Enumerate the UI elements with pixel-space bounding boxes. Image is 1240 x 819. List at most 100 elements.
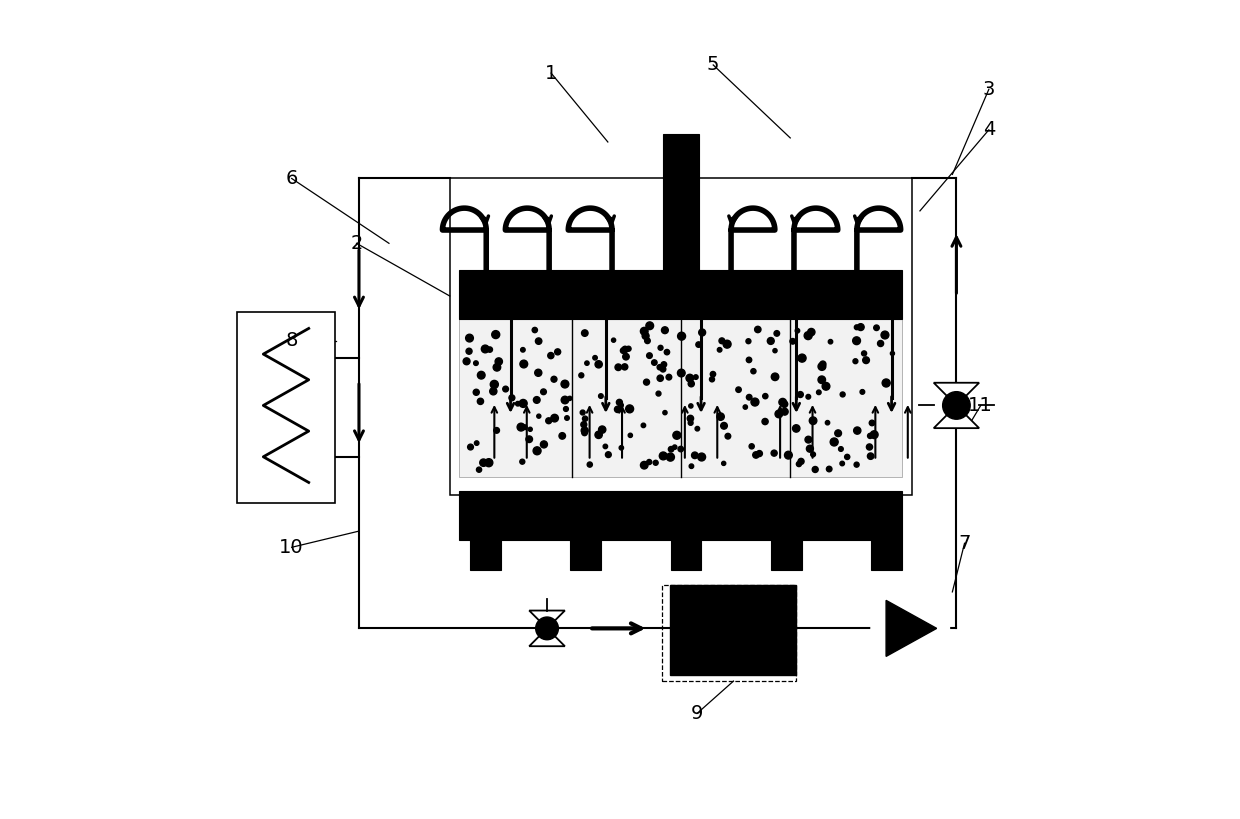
Circle shape <box>626 346 631 351</box>
Circle shape <box>520 400 527 407</box>
Circle shape <box>835 430 842 437</box>
Circle shape <box>466 348 472 355</box>
Circle shape <box>693 375 698 379</box>
Circle shape <box>657 364 662 370</box>
Circle shape <box>605 452 611 458</box>
Circle shape <box>853 359 858 364</box>
Circle shape <box>622 346 629 353</box>
Circle shape <box>595 431 603 438</box>
Circle shape <box>668 446 673 452</box>
Circle shape <box>467 444 474 450</box>
Circle shape <box>660 452 667 459</box>
Circle shape <box>818 376 826 383</box>
Circle shape <box>828 340 833 344</box>
Text: 8: 8 <box>285 331 298 350</box>
Circle shape <box>474 361 479 365</box>
Text: 3: 3 <box>982 79 994 99</box>
Circle shape <box>526 436 532 442</box>
Circle shape <box>869 420 874 426</box>
Circle shape <box>554 349 560 355</box>
Circle shape <box>689 464 693 468</box>
Circle shape <box>775 410 782 418</box>
Circle shape <box>763 394 768 399</box>
Circle shape <box>495 358 502 365</box>
Circle shape <box>660 366 666 372</box>
Circle shape <box>551 414 558 422</box>
Circle shape <box>595 360 603 368</box>
Circle shape <box>657 375 663 382</box>
Circle shape <box>805 437 812 443</box>
Circle shape <box>615 364 621 370</box>
Bar <box>450 179 911 495</box>
Circle shape <box>645 338 650 344</box>
Circle shape <box>520 360 528 368</box>
Circle shape <box>792 425 800 432</box>
Circle shape <box>477 398 484 405</box>
Circle shape <box>816 390 821 395</box>
Circle shape <box>536 617 558 640</box>
Circle shape <box>522 425 527 429</box>
Text: 1: 1 <box>544 64 557 83</box>
Circle shape <box>853 337 861 345</box>
Circle shape <box>826 466 832 472</box>
Circle shape <box>882 331 889 339</box>
Circle shape <box>560 380 569 388</box>
Circle shape <box>536 338 542 344</box>
Circle shape <box>785 451 792 459</box>
Circle shape <box>599 426 606 433</box>
Circle shape <box>807 328 815 336</box>
Circle shape <box>616 400 622 405</box>
Circle shape <box>696 342 702 347</box>
Circle shape <box>867 444 873 450</box>
Circle shape <box>640 328 649 335</box>
Circle shape <box>646 322 653 329</box>
Circle shape <box>878 341 884 346</box>
Circle shape <box>665 350 670 355</box>
Circle shape <box>811 452 816 457</box>
Circle shape <box>861 390 864 394</box>
Circle shape <box>517 423 525 431</box>
Circle shape <box>673 432 681 439</box>
Circle shape <box>585 361 589 365</box>
Circle shape <box>688 404 693 408</box>
Circle shape <box>810 417 817 424</box>
Circle shape <box>520 459 525 464</box>
Circle shape <box>677 333 686 340</box>
Circle shape <box>563 406 568 411</box>
Circle shape <box>615 406 621 413</box>
Circle shape <box>642 333 649 339</box>
Circle shape <box>796 462 801 467</box>
Text: 10: 10 <box>279 538 304 557</box>
Circle shape <box>641 423 646 428</box>
Circle shape <box>541 389 547 395</box>
Circle shape <box>751 398 759 406</box>
Circle shape <box>672 445 677 450</box>
Circle shape <box>687 415 693 422</box>
Circle shape <box>580 410 585 415</box>
Circle shape <box>723 340 732 348</box>
Circle shape <box>588 462 593 467</box>
Bar <box>460 270 903 319</box>
Circle shape <box>622 354 629 360</box>
Circle shape <box>494 428 500 433</box>
Circle shape <box>564 416 569 420</box>
Circle shape <box>582 427 588 434</box>
Bar <box>872 540 903 570</box>
Circle shape <box>771 450 777 456</box>
Circle shape <box>583 416 588 421</box>
Circle shape <box>593 355 598 360</box>
Circle shape <box>854 462 859 467</box>
Circle shape <box>779 398 786 406</box>
Circle shape <box>774 331 780 336</box>
Circle shape <box>717 413 724 420</box>
Circle shape <box>719 338 725 344</box>
Circle shape <box>751 369 756 373</box>
Circle shape <box>711 372 715 377</box>
Circle shape <box>534 369 542 376</box>
Circle shape <box>799 354 806 362</box>
Circle shape <box>870 431 878 438</box>
Circle shape <box>492 331 500 338</box>
Circle shape <box>720 423 728 429</box>
Circle shape <box>686 374 693 382</box>
Text: 5: 5 <box>707 56 719 75</box>
